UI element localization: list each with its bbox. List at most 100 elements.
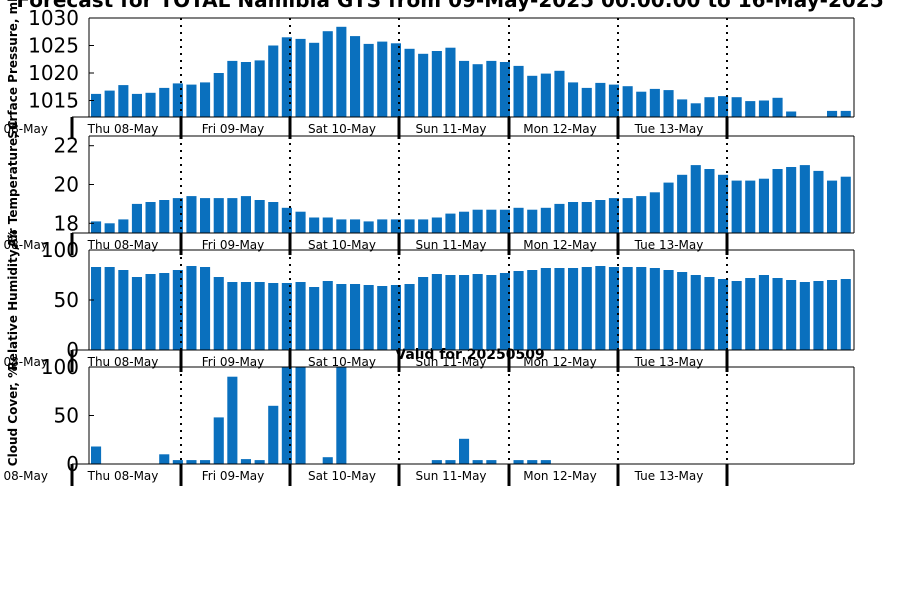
bar [513, 460, 524, 464]
bar [377, 286, 388, 350]
bar [581, 87, 592, 117]
bar [663, 182, 674, 233]
bar [636, 267, 647, 350]
x-tick-label: Sun 11-May [415, 469, 486, 483]
bar [363, 221, 374, 233]
bar [704, 169, 715, 233]
bar [172, 270, 183, 350]
bar [486, 209, 497, 233]
bar [608, 267, 619, 350]
bar [568, 202, 579, 233]
x-tick-label: Sun 11-May [415, 122, 486, 136]
bar [758, 178, 769, 233]
x-tick-label: Fri 09-May [202, 122, 265, 136]
bar [704, 277, 715, 350]
bar [281, 367, 292, 464]
bar [172, 198, 183, 233]
bar [568, 82, 579, 117]
bar [159, 200, 170, 233]
bar [213, 417, 224, 464]
bar [581, 202, 592, 233]
y-tick-label: 1020 [28, 61, 79, 85]
bar [827, 180, 838, 233]
bar [445, 47, 456, 118]
bar [254, 200, 265, 233]
x-tick-label: Mon 12-May [523, 469, 597, 483]
bar [186, 266, 197, 350]
bar [499, 273, 510, 350]
x-tick-label: Tue 13-May [634, 469, 704, 483]
bar [690, 275, 701, 350]
bar [540, 207, 551, 233]
figure-title: Forecast for TOTAL Namibia GTS from 09-M… [16, 0, 883, 12]
bar [131, 277, 142, 350]
x-tick-label: Thu 08-May [87, 122, 159, 136]
bar [350, 219, 361, 233]
y-tick-label: 50 [54, 404, 79, 428]
x-tick-label: Thu 08-May [87, 469, 159, 483]
bar [799, 165, 810, 233]
x-tick-label: Thu 08-May [87, 238, 159, 252]
bar [240, 196, 251, 233]
bar [840, 110, 851, 117]
x-tick-label: Fri 09-May [202, 469, 265, 483]
bar [213, 198, 224, 233]
bar [731, 180, 742, 233]
bar [459, 60, 470, 117]
bar [608, 84, 619, 117]
bar [745, 180, 756, 233]
bar [649, 192, 660, 233]
bar [322, 31, 333, 118]
y-tick-label: 1030 [28, 6, 79, 30]
bar [704, 97, 715, 117]
bar [91, 93, 102, 117]
bar [377, 219, 388, 233]
bar [322, 281, 333, 350]
bar [186, 460, 197, 464]
bar [322, 457, 333, 464]
bar [200, 460, 211, 464]
bar [309, 287, 320, 350]
y-tick-label: 1025 [28, 34, 79, 58]
bar [295, 38, 306, 117]
bar [649, 268, 660, 350]
bar [486, 60, 497, 117]
bar [200, 198, 211, 233]
x-tick-label: Sat 10-May [308, 122, 376, 136]
bar [172, 460, 183, 464]
bar [131, 93, 142, 117]
bar [786, 167, 797, 233]
bar [118, 270, 129, 350]
bar [827, 280, 838, 350]
bar [636, 196, 647, 233]
bar [418, 53, 429, 117]
bar [540, 460, 551, 464]
bar [718, 279, 729, 350]
x-tick-label: Fri 09-May [202, 355, 265, 369]
bar [677, 174, 688, 233]
chart-panels: 1015 1020 1025 1030 u 08-May Thu 08-May Fri 09… [0, 0, 855, 486]
bar [527, 270, 538, 350]
bar [649, 88, 660, 117]
bar [718, 96, 729, 117]
bar [595, 82, 606, 117]
bar [145, 202, 156, 233]
bar [459, 275, 470, 350]
bar [472, 64, 483, 117]
x-tick-label: Fri 09-May [202, 238, 265, 252]
bar [172, 83, 183, 117]
bar [159, 87, 170, 117]
bar [827, 110, 838, 117]
y-tick-label: 22 [54, 134, 79, 158]
bar [527, 460, 538, 464]
bar [104, 90, 115, 117]
bar [772, 278, 783, 350]
bar [677, 272, 688, 350]
bar [418, 219, 429, 233]
bar [390, 285, 401, 350]
bar [281, 37, 292, 118]
bar [91, 221, 102, 233]
